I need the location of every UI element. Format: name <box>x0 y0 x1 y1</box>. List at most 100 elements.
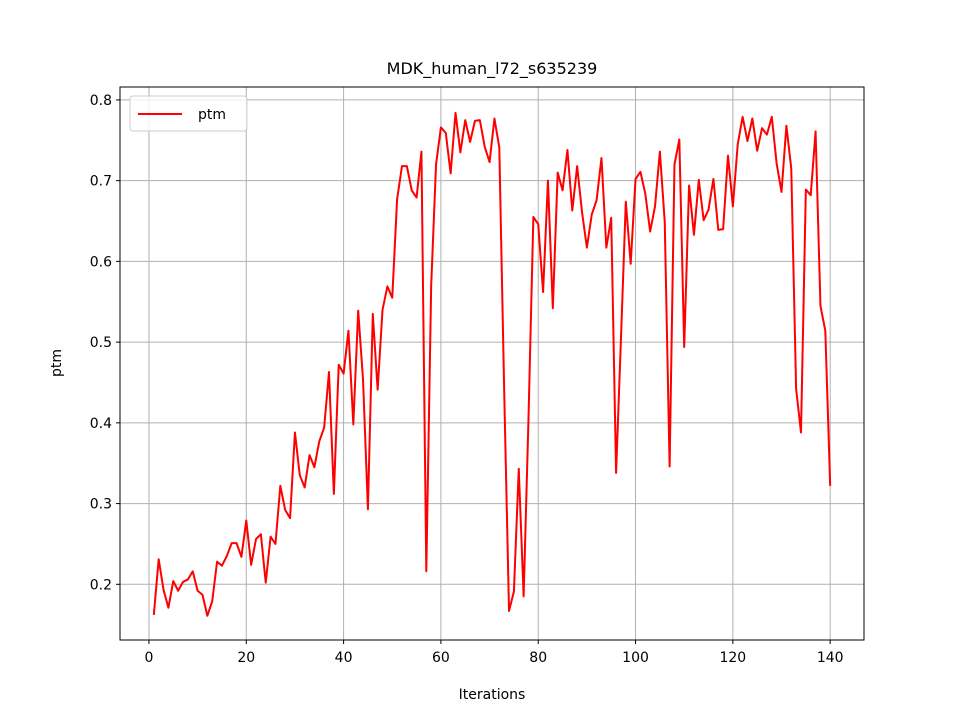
data-point <box>459 151 461 153</box>
data-point <box>727 155 729 157</box>
data-point <box>167 607 169 609</box>
data-point <box>508 610 510 612</box>
data-point <box>455 112 457 114</box>
data-point <box>824 330 826 332</box>
data-point <box>347 330 349 332</box>
data-point <box>469 141 471 143</box>
data-point <box>746 140 748 142</box>
data-point <box>197 590 199 592</box>
data-point <box>391 297 393 299</box>
y-tick-label: 0.8 <box>90 93 112 109</box>
data-point <box>664 221 666 223</box>
data-point <box>576 165 578 167</box>
data-point <box>600 157 602 159</box>
data-point <box>776 163 778 165</box>
data-point <box>493 117 495 119</box>
data-point <box>562 189 564 191</box>
data-point <box>299 474 301 476</box>
data-point <box>240 556 242 558</box>
y-tick-label: 0.2 <box>90 577 112 593</box>
data-point <box>265 582 267 584</box>
data-point <box>328 371 330 373</box>
data-point <box>732 205 734 207</box>
data-point <box>216 561 218 563</box>
y-axis-ticks: 0.2 0.3 0.4 0.5 0.6 0.7 0.8 <box>90 93 120 593</box>
data-point <box>396 198 398 200</box>
data-point <box>201 594 203 596</box>
data-point <box>630 263 632 265</box>
data-point <box>523 595 525 597</box>
data-point <box>547 180 549 182</box>
data-point <box>810 194 812 196</box>
data-point <box>221 565 223 567</box>
data-point <box>343 373 345 375</box>
data-point <box>751 117 753 119</box>
data-point <box>250 564 252 566</box>
x-axis-ticks: 0 20 40 60 80 100 120 140 <box>144 640 844 666</box>
series-layer <box>152 111 832 617</box>
data-point <box>610 217 612 219</box>
data-point <box>489 161 491 163</box>
y-tick-label: 0.7 <box>90 174 112 190</box>
data-point <box>382 309 384 311</box>
data-point <box>362 379 364 381</box>
data-point <box>357 310 359 312</box>
data-point <box>513 591 515 593</box>
data-point <box>445 132 447 134</box>
data-point <box>474 120 476 122</box>
data-point <box>712 178 714 180</box>
data-point <box>231 542 233 544</box>
data-point <box>639 171 641 173</box>
data-point <box>274 543 276 545</box>
legend-label-ptm: ptm <box>198 107 226 123</box>
data-point <box>484 146 486 148</box>
data-point <box>435 164 437 166</box>
data-point <box>367 508 369 510</box>
data-point <box>819 305 821 307</box>
plot-frame <box>119 86 865 641</box>
data-point <box>416 197 418 199</box>
data-point <box>605 247 607 249</box>
data-point <box>669 465 671 467</box>
data-point <box>260 533 262 535</box>
data-point <box>377 389 379 391</box>
data-point <box>294 432 296 434</box>
data-point <box>761 127 763 129</box>
data-point <box>479 119 481 121</box>
data-point <box>717 229 719 231</box>
data-point <box>352 423 354 425</box>
data-point <box>440 126 442 128</box>
data-point <box>158 558 160 560</box>
x-tick-label: 0 <box>144 650 153 666</box>
data-point <box>737 143 739 145</box>
data-point <box>532 216 534 218</box>
data-point <box>596 199 598 201</box>
data-point <box>800 432 802 434</box>
x-tick-label: 60 <box>432 650 450 666</box>
data-point <box>192 570 194 572</box>
data-point <box>309 454 311 456</box>
data-point <box>333 493 335 495</box>
data-point <box>503 389 505 391</box>
y-tick-label: 0.6 <box>90 254 112 270</box>
data-point <box>766 134 768 136</box>
y-axis-label: ptm <box>49 349 65 377</box>
data-point <box>187 578 189 580</box>
grid-lines <box>120 87 864 640</box>
data-point <box>673 164 675 166</box>
data-point <box>829 485 831 487</box>
data-point <box>518 468 520 470</box>
chart-title: MDK_human_l72_s635239 <box>387 59 598 79</box>
data-point <box>722 228 724 230</box>
data-point <box>425 570 427 572</box>
data-point <box>795 388 797 390</box>
x-tick-label: 20 <box>237 650 255 666</box>
data-point <box>420 151 422 153</box>
data-point <box>163 589 165 591</box>
data-point <box>245 520 247 522</box>
x-tick-label: 80 <box>529 650 547 666</box>
y-tick-label: 0.4 <box>90 416 112 432</box>
data-point <box>615 472 617 474</box>
data-point <box>211 600 213 602</box>
